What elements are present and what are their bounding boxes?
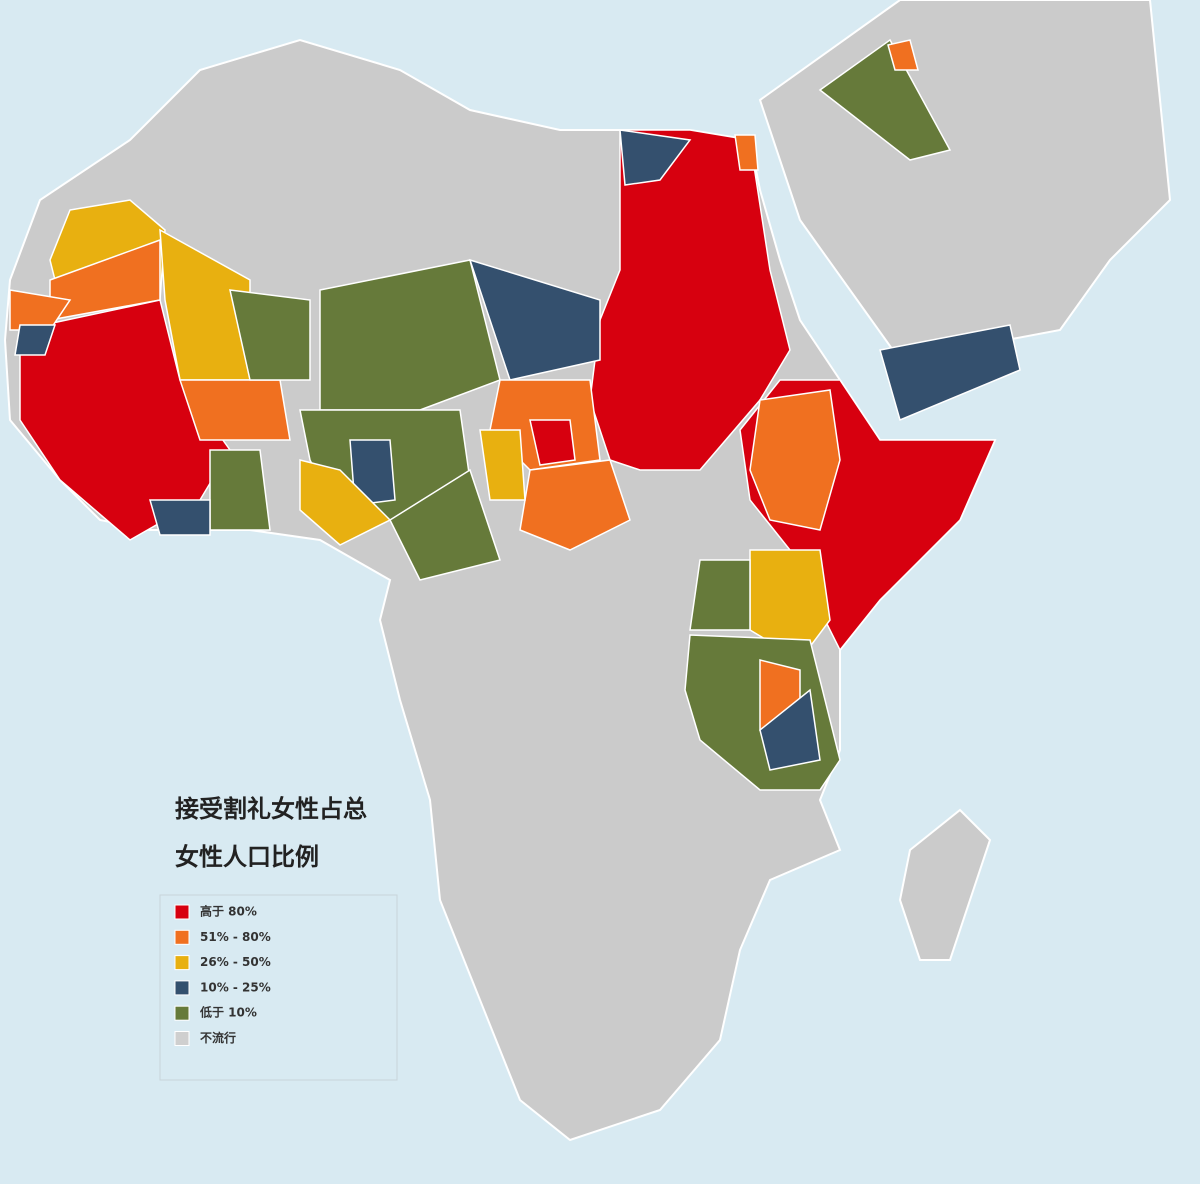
title-line: 接受割礼女性占总 <box>175 795 367 823</box>
legend-label: 高于 80% <box>200 904 257 919</box>
legend-label: 不流行 <box>200 1030 236 1045</box>
region <box>319 259 501 411</box>
legend-label: 51% - 80% <box>200 930 271 944</box>
region <box>689 559 751 631</box>
region <box>299 459 392 546</box>
region <box>209 449 271 531</box>
region <box>468 258 601 381</box>
region <box>818 38 952 161</box>
region <box>229 289 311 381</box>
legend-swatch <box>174 980 190 996</box>
regions <box>9 38 1021 791</box>
legend-box <box>159 894 398 1081</box>
legend-swatch <box>174 929 190 945</box>
region <box>749 389 841 531</box>
region <box>178 379 291 441</box>
region <box>879 324 1021 422</box>
region <box>759 688 821 771</box>
title-line: 女性人口比例 <box>175 843 319 871</box>
madagascar <box>898 808 992 961</box>
region <box>887 39 919 71</box>
legend-label: 低于 10% <box>199 1005 257 1020</box>
legend-swatch <box>174 1031 190 1046</box>
region <box>734 134 759 171</box>
region <box>14 324 57 356</box>
region <box>479 429 526 501</box>
legend-swatch <box>174 955 190 971</box>
legend-label: 10% - 25% <box>200 980 271 994</box>
region <box>529 419 576 466</box>
legend-swatch <box>174 904 190 920</box>
region <box>519 459 631 551</box>
legend-swatch <box>174 1005 190 1021</box>
region <box>149 499 211 536</box>
region <box>619 129 692 186</box>
region <box>389 468 501 581</box>
legend-label: 26% - 50% <box>200 955 271 969</box>
legend: 高于 80% 51% - 80% 26% - 50% 10% - 25% 低于 10% 不… <box>174 904 271 1046</box>
